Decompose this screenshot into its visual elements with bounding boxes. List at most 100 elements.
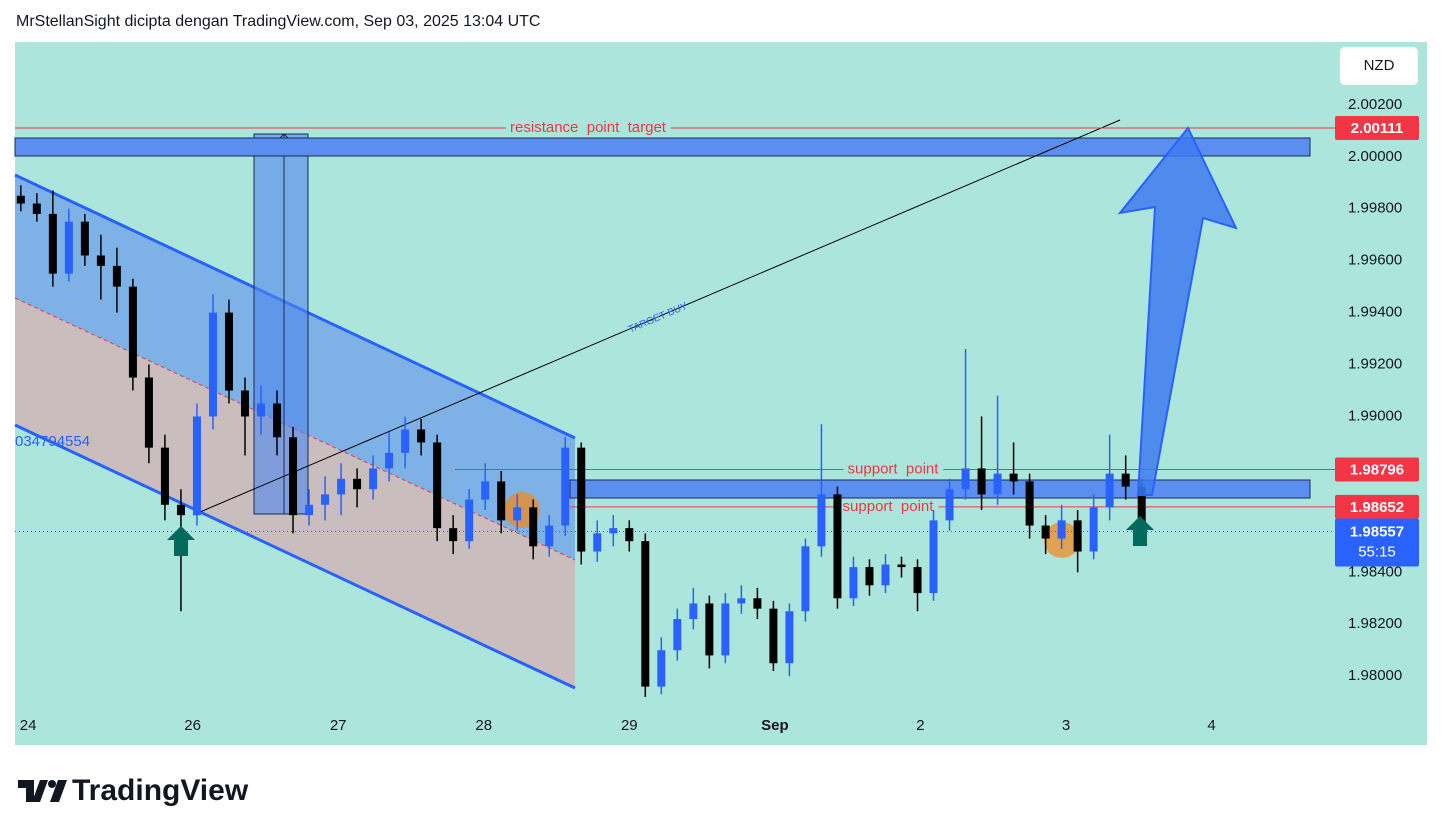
level-price: 1.98796: [1350, 461, 1404, 478]
candle-body: [961, 468, 970, 490]
x-tick-label: 26: [184, 717, 201, 734]
candle-body: [32, 203, 41, 214]
y-tick-label: 1.99200: [1348, 356, 1402, 373]
channel-lower-line: [14, 423, 576, 690]
candle-body: [128, 286, 137, 378]
logo-mark: [50, 780, 67, 802]
candle-body: [897, 564, 906, 568]
candle-body: [753, 598, 762, 609]
currency-button[interactable]: [1340, 47, 1418, 85]
candle-body: [337, 478, 346, 495]
overlays: [167, 126, 1238, 556]
candle-body: [993, 473, 1002, 495]
x-tick-label: 29: [621, 717, 638, 734]
support-zone: [569, 479, 1311, 499]
range-box: [253, 133, 309, 515]
side-label: 034794554: [15, 433, 90, 450]
candle-body: [817, 494, 826, 547]
candle-body: [545, 525, 554, 547]
countdown: 55:15: [1358, 543, 1396, 560]
candle-body: [144, 377, 153, 448]
y-tick-label: 1.98000: [1348, 667, 1402, 684]
candle-body: [833, 494, 842, 599]
candle-body: [401, 429, 410, 453]
candle-body: [369, 468, 378, 490]
candle-body: [737, 598, 746, 604]
candle-body: [945, 489, 954, 521]
y-tick-label: 2.00200: [1348, 96, 1402, 113]
candle-body: [1137, 486, 1146, 532]
candle-body: [497, 481, 506, 521]
candle-body: [1105, 473, 1114, 508]
x-tick-label: Sep: [761, 717, 789, 734]
candle-body: [705, 603, 714, 656]
candle-body: [273, 403, 282, 438]
candle-body: [1057, 520, 1066, 539]
candle-body: [449, 528, 458, 542]
y-tick-label: 1.98200: [1348, 615, 1402, 632]
candle-body: [305, 504, 314, 516]
y-tick-label: 1.99000: [1348, 407, 1402, 424]
candle-body: [865, 567, 874, 586]
level-price-box: [1335, 115, 1419, 140]
x-tick-label: 24: [20, 717, 37, 734]
candle-body: [673, 619, 682, 651]
candle-body: [1089, 507, 1098, 552]
up-arrow: [1117, 126, 1238, 496]
x-tick-label: 2: [916, 717, 924, 734]
candle-body: [801, 546, 810, 612]
candle-body: [417, 429, 426, 443]
x-tick-label: 27: [330, 717, 347, 734]
level-price-box: [1335, 457, 1419, 482]
x-tick-label: 3: [1062, 717, 1070, 734]
candle-body: [481, 481, 490, 500]
candle-body: [96, 255, 105, 266]
level-text-bg: [843, 461, 944, 478]
candle-body: [48, 213, 57, 274]
candle-body: [192, 416, 201, 516]
candle-body: [64, 221, 73, 274]
candle-body: [689, 603, 698, 620]
level-text-bg: [838, 498, 939, 515]
candle-body: [1121, 473, 1130, 487]
candle-body: [849, 567, 858, 599]
candle-body: [1009, 473, 1018, 482]
candle-body: [577, 447, 586, 552]
x-tick-label: 28: [475, 717, 492, 734]
level-text: support point: [848, 460, 940, 477]
candles: [16, 185, 1146, 697]
header: MrStellanSight dicipta dengan TradingVie…: [16, 13, 540, 30]
candle-body: [513, 507, 522, 521]
candle-body: [769, 608, 778, 664]
y-tick-label: 1.99400: [1348, 304, 1402, 321]
candle-body: [1025, 481, 1034, 526]
target-line: [192, 119, 1121, 516]
candle-body: [625, 528, 634, 542]
level-text: resistance point target: [510, 119, 667, 136]
candle-body: [112, 265, 121, 287]
candle-body: [289, 437, 298, 516]
y-tick-label: 1.99800: [1348, 200, 1402, 217]
candle-body: [593, 533, 602, 552]
candle-body: [657, 650, 666, 687]
x-tick-label: 4: [1207, 717, 1215, 734]
candle-body: [160, 447, 169, 505]
candle-body: [208, 312, 217, 417]
candle-body: [80, 221, 89, 256]
candle-body: [385, 452, 394, 469]
candle-body: [240, 390, 249, 417]
candle-body: [785, 611, 794, 664]
logo-dot: [48, 780, 56, 788]
candle-body: [321, 494, 330, 505]
candle-body: [465, 499, 474, 542]
y-tick-label: 1.99600: [1348, 252, 1402, 269]
candle-body: [881, 564, 890, 586]
candle-body: [353, 478, 362, 490]
level-price: 2.00111: [1351, 120, 1404, 137]
y-tick-label: 1.98400: [1348, 563, 1402, 580]
currency-label: NZD: [1364, 57, 1395, 74]
last-price: 1.98557: [1350, 523, 1404, 540]
y-tick-label: 2.00000: [1348, 148, 1402, 165]
